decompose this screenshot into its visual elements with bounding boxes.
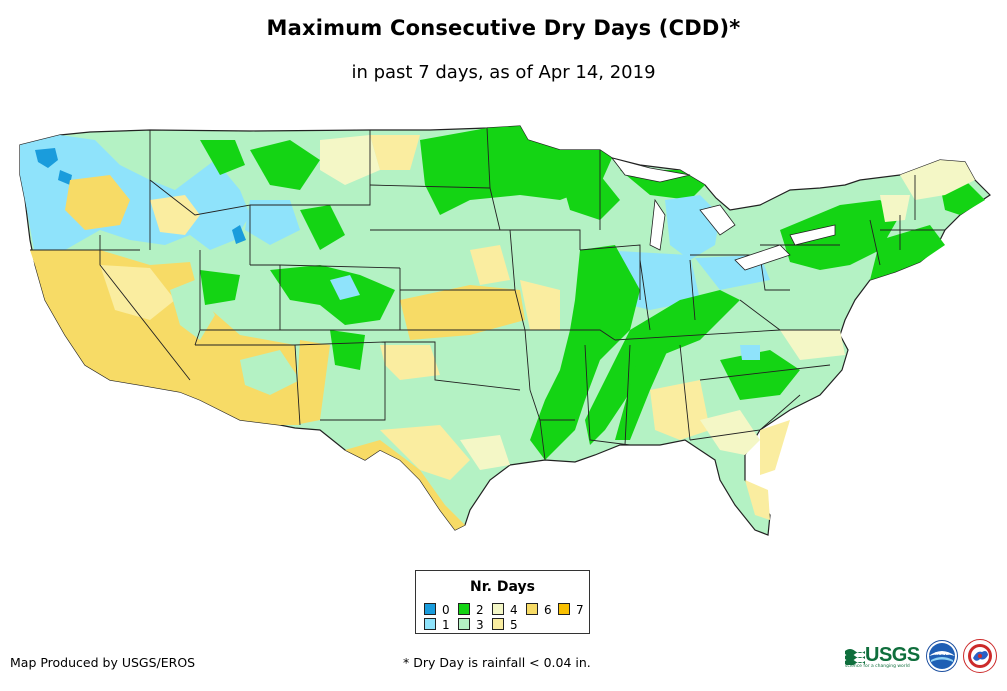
legend-label-6: 6 [544, 603, 552, 617]
legend-swatch-6 [526, 603, 538, 615]
usgs-wave-icon [845, 649, 865, 665]
legend-swatch-5 [492, 618, 504, 630]
state-borders [30, 127, 945, 461]
legend-swatch-7 [558, 603, 570, 615]
dry-days-regions [20, 126, 985, 530]
legend-title: Nr. Days [470, 579, 535, 595]
legend-swatch-4 [492, 603, 504, 615]
nws-logo-icon [963, 639, 997, 673]
map-credit: Map Produced by USGS/EROS [10, 655, 196, 670]
legend-swatch-2 [458, 603, 470, 615]
legend-item-7: 7 [558, 603, 584, 616]
legend-item-0: 0 [424, 603, 450, 616]
legend: Nr. Days 0 1 2 3 4 5 6 7 [415, 570, 590, 634]
noaa-logo-icon: noaa [926, 640, 958, 672]
legend-item-2: 2 [458, 603, 484, 616]
legend-label-4: 4 [510, 603, 518, 617]
legend-swatch-3 [458, 618, 470, 630]
usgs-logo: USGS science for a changing world [845, 643, 920, 669]
legend-label-3: 3 [476, 618, 484, 632]
legend-item-1: 1 [424, 618, 450, 631]
map-footnote: * Dry Day is rainfall < 0.04 in. [403, 655, 591, 670]
legend-label-2: 2 [476, 603, 484, 617]
legend-item-4: 4 [492, 603, 518, 616]
map-subtitle: in past 7 days, as of Apr 14, 2019 [351, 62, 656, 83]
legend-swatch-1 [424, 618, 436, 630]
legend-item-3: 3 [458, 618, 484, 631]
legend-label-1: 1 [442, 618, 450, 632]
legend-label-0: 0 [442, 603, 450, 617]
legend-label-5: 5 [510, 618, 518, 632]
legend-item-6: 6 [526, 603, 552, 616]
legend-item-5: 5 [492, 618, 518, 631]
usgs-wordmark: USGS [865, 644, 920, 666]
legend-label-7: 7 [576, 603, 584, 617]
svg-text:noaa: noaa [935, 651, 949, 657]
usgs-tagline: science for a changing world [845, 664, 910, 669]
map-title: Maximum Consecutive Dry Days (CDD)* [266, 16, 741, 40]
great-lakes [610, 157, 836, 271]
legend-swatch-0 [424, 603, 436, 615]
